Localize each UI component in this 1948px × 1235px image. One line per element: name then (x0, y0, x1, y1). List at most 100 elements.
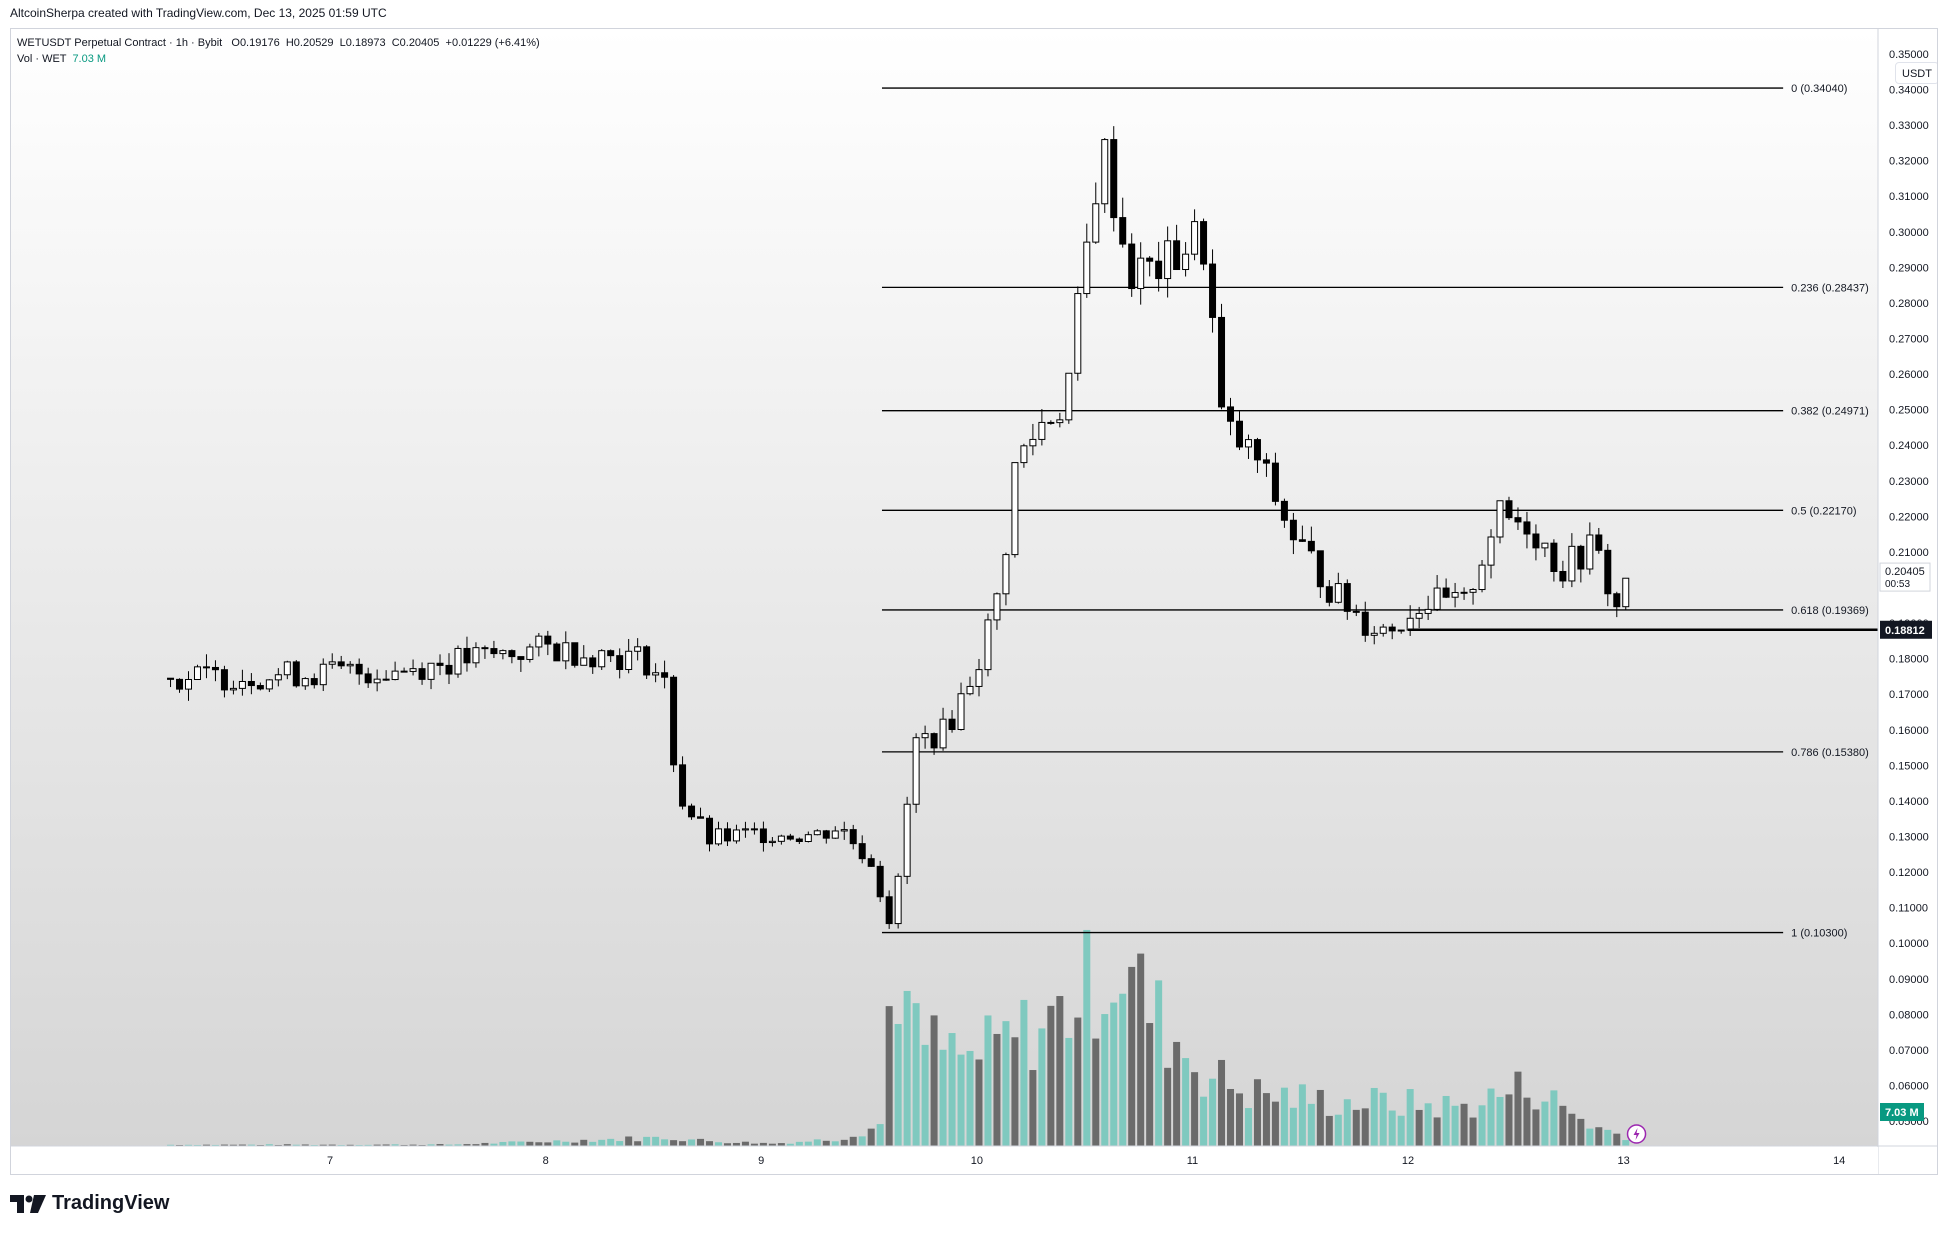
candle-body (481, 647, 489, 650)
volume-bar (229, 1144, 237, 1146)
volume-bar (490, 1143, 498, 1146)
volume-bar (1164, 1067, 1172, 1146)
volume-bar (481, 1142, 489, 1146)
volume-bar (1137, 953, 1145, 1146)
candle-body (229, 687, 237, 691)
volume-bar (786, 1143, 794, 1146)
candle-body (445, 664, 453, 675)
volume-bar (202, 1144, 210, 1146)
high-value: 0.20529 (293, 37, 334, 49)
time-tick-label: 10 (971, 1155, 983, 1167)
volume-bar (283, 1144, 291, 1146)
volume-bar (1182, 1058, 1190, 1146)
volume-bar (741, 1141, 749, 1146)
volume-bar (1424, 1103, 1432, 1146)
candle-body (202, 666, 210, 669)
candle-body (1011, 462, 1019, 556)
volume-bar (265, 1144, 273, 1146)
volume-bar (1568, 1113, 1576, 1146)
line-price-label: 0.18812 (1885, 625, 1925, 637)
candle-body (391, 670, 399, 681)
volume-bar (1604, 1129, 1612, 1146)
candle-body (831, 830, 839, 839)
volume-bar (948, 1033, 956, 1146)
candle-body (706, 817, 714, 845)
chart-frame[interactable]: 0 (0.34040) 0.236 (0.28437) 0.382 (0.24971… (10, 28, 1938, 1175)
candle-body (795, 838, 803, 842)
candle-body (1370, 632, 1378, 636)
volume-bar (885, 1006, 893, 1146)
volume-bar (508, 1141, 516, 1146)
candle-body (355, 663, 363, 675)
tradingview-logo[interactable]: TradingView (10, 1192, 169, 1215)
candle-body (1523, 521, 1531, 535)
candle-body (714, 828, 722, 845)
volume-bar (1559, 1105, 1567, 1146)
volume-bar (921, 1044, 929, 1146)
candle-body (328, 661, 336, 665)
volume-bar (1029, 1070, 1037, 1146)
candle-body (211, 666, 219, 671)
candle-body (1002, 554, 1010, 595)
currency-button[interactable]: USDT (1895, 62, 1937, 84)
candle-body (193, 666, 201, 681)
price-tick-label: 0.26000 (1889, 369, 1929, 381)
candle-body (607, 650, 615, 657)
candle-body (580, 657, 588, 666)
candle-body (490, 648, 498, 655)
volume-bar (1307, 1103, 1315, 1146)
candle-body (220, 669, 228, 691)
volume-bar (1218, 1059, 1226, 1146)
volume-bar (1227, 1088, 1235, 1146)
candle-countdown-label: 00:53 (1885, 579, 1910, 590)
volume-bar (1514, 1071, 1522, 1146)
time-tick-label: 13 (1617, 1155, 1629, 1167)
candle-body (1451, 592, 1459, 598)
symbol-description[interactable]: WETUSDT Perpetual Contract · 1h · Bybit (17, 37, 223, 49)
volume-bar (912, 1003, 920, 1146)
volume-bar (1128, 966, 1136, 1146)
volume-bar (598, 1139, 606, 1146)
open-label: O (231, 37, 240, 49)
volume-bar (1523, 1097, 1531, 1146)
volume-bar (1505, 1094, 1513, 1146)
candle-body (1038, 421, 1046, 440)
candle-body (1020, 445, 1028, 464)
candle-body (310, 678, 318, 686)
candle-body (1406, 617, 1414, 631)
volume-bar (1334, 1114, 1342, 1146)
chart-canvas[interactable]: 0 (0.34040) 0.236 (0.28437) 0.382 (0.24971… (11, 29, 1937, 1174)
current-price-badge (1879, 562, 1931, 592)
volume-bar (894, 1023, 902, 1146)
candle-body (1101, 139, 1109, 205)
volume-bar (840, 1139, 848, 1146)
volume-bar (714, 1142, 722, 1146)
price-tick-label: 0.27000 (1889, 333, 1929, 345)
candle-body (948, 718, 956, 730)
volume-bar (706, 1141, 714, 1146)
fib-level-label: 1 (0.10300) (1791, 928, 1847, 940)
fib-retracement-layer: 0 (0.34040) 0.236 (0.28437) 0.382 (0.24971… (881, 83, 1869, 940)
candle-body (1469, 589, 1477, 593)
candle-body (1218, 316, 1226, 408)
volume-bar (607, 1138, 615, 1146)
candle-body (1262, 459, 1270, 464)
candle-body (571, 642, 579, 666)
volume-bar (1478, 1105, 1486, 1146)
candle-body (544, 635, 552, 645)
candle-body (1209, 263, 1217, 318)
price-tick-label: 0.23000 (1889, 476, 1929, 488)
volume-bar (1271, 1101, 1279, 1146)
candle-body (993, 593, 1001, 621)
price-tick-label: 0.17000 (1889, 689, 1929, 701)
volume-bar (930, 1015, 938, 1146)
volume-label[interactable]: Vol · WET (17, 53, 67, 65)
candle-body (1092, 203, 1100, 243)
volume-bar (1361, 1108, 1369, 1146)
candle-body (1622, 577, 1630, 608)
volume-bar (1146, 1023, 1154, 1146)
volume-bar (409, 1144, 417, 1146)
candle-body (912, 737, 920, 805)
volume-bar (1155, 980, 1163, 1146)
volume-bar (1586, 1128, 1594, 1146)
